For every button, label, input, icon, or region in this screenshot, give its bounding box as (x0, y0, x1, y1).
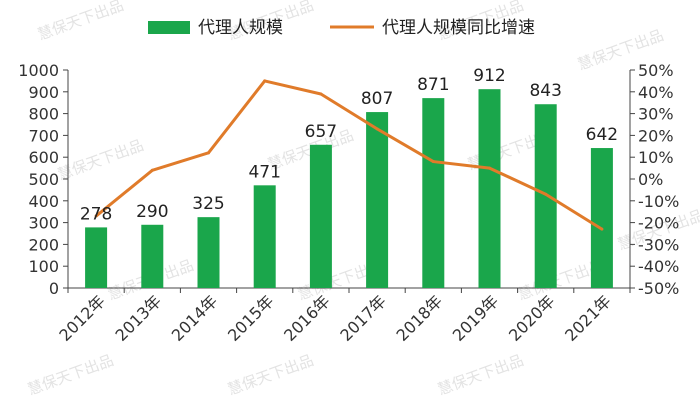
y-right-tick-label: 30% (638, 105, 674, 124)
y-left-tick-label: 500 (28, 170, 59, 189)
y-left-tick-label: 0 (49, 279, 59, 298)
bar-data-label: 843 (529, 81, 561, 101)
x-tick-label: 2019年 (449, 291, 503, 345)
bar (85, 227, 108, 288)
bar (309, 144, 332, 288)
watermark-text: 慧保天下出品 (55, 136, 146, 184)
watermark-text: 慧保天下出品 (35, 0, 126, 44)
x-tick-label: 2012年 (55, 291, 109, 345)
watermark-text: 慧保天下出品 (225, 351, 316, 399)
axes: 0 100 200 300 400 500 600 700 800 900 1000 -50% -40%… (18, 61, 679, 345)
data-labels: 278 290 325 471 657 807 871 912 843 642 (80, 66, 618, 224)
line-series (94, 79, 604, 231)
bar (422, 98, 445, 288)
line-point (544, 192, 548, 196)
watermark-text: 慧保天下出品 (435, 351, 526, 399)
bar-series (85, 89, 613, 289)
y-left-tick-label: 400 (28, 192, 59, 211)
y-right-tick-label: -20% (638, 214, 679, 233)
line-point (488, 166, 491, 170)
y-right-tick-label: 40% (638, 83, 674, 102)
y-left-tick-label: 100 (28, 257, 59, 276)
y-left-tick-label: 800 (28, 105, 59, 124)
y-right-tick-label: -50% (638, 279, 679, 298)
x-tick-label: 2014年 (168, 291, 222, 345)
y-left-tick-label: 300 (28, 214, 59, 233)
legend-swatch-bar (148, 21, 190, 34)
line-point (263, 79, 267, 83)
y-right-tick-label: -40% (638, 257, 679, 276)
y-left-tick-label: 600 (28, 148, 59, 167)
y-right-tick-label: 10% (638, 148, 674, 167)
line-point (375, 127, 379, 131)
y-left-tick-label: 700 (28, 126, 59, 145)
growth-line (95, 79, 603, 231)
bar (590, 148, 613, 288)
y-right-tick-label: -30% (638, 235, 679, 254)
bar-data-label: 912 (473, 66, 505, 86)
x-tick-label: 2017年 (336, 291, 390, 345)
line-point (431, 160, 435, 164)
y-left-tick-label: 1000 (18, 61, 59, 80)
bar (141, 224, 164, 288)
bar-data-label: 642 (586, 125, 618, 145)
bar-data-label: 871 (417, 75, 449, 95)
x-tick-label: 2021年 (561, 291, 615, 345)
bar (366, 112, 389, 288)
y-right-tick-label: -10% (638, 192, 679, 211)
line-point (600, 227, 604, 231)
legend-label-line: 代理人规模同比增速 (382, 18, 535, 38)
y-left-tick-label: 200 (28, 235, 59, 254)
bar (478, 89, 501, 289)
bar-data-label: 290 (136, 202, 168, 222)
line-point (207, 151, 210, 155)
line-point (94, 214, 98, 218)
legend: 代理人规模 代理人规模同比增速 (148, 18, 535, 38)
line-point (319, 92, 323, 96)
bar-data-label: 278 (80, 204, 112, 224)
line-point (150, 168, 154, 172)
x-tick-label: 2018年 (393, 291, 447, 345)
y-right-tick-label: 50% (638, 61, 674, 80)
bar (534, 104, 557, 288)
y-right-tick-label: 0% (638, 170, 663, 189)
bar (253, 185, 276, 288)
bar-data-label: 657 (305, 122, 337, 142)
y-left-tick-label: 900 (28, 83, 59, 102)
bar-data-label: 471 (248, 162, 280, 182)
y-right-tick-label: 20% (638, 126, 674, 145)
bar (197, 217, 220, 288)
legend-label-bar: 代理人规模 (198, 18, 283, 38)
watermark-text: 慧保天下出品 (25, 351, 116, 399)
x-tick-label: 2015年 (224, 291, 278, 345)
bar-data-label: 807 (361, 89, 393, 109)
bar-data-label: 325 (192, 194, 224, 214)
